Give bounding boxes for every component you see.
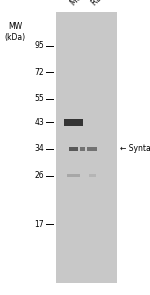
Text: Rat brain: Rat brain [90,0,122,7]
Text: 55: 55 [34,94,44,103]
Text: 17: 17 [35,220,44,229]
FancyBboxPatch shape [87,147,98,151]
FancyBboxPatch shape [67,174,80,177]
Text: MW
(kDa): MW (kDa) [4,22,26,42]
Text: 26: 26 [35,171,44,180]
Text: 43: 43 [34,118,44,127]
Text: 72: 72 [35,68,44,77]
Text: 95: 95 [34,41,44,50]
Text: ← Syntaxin 6: ← Syntaxin 6 [120,145,150,153]
FancyBboxPatch shape [88,174,96,177]
FancyBboxPatch shape [80,147,85,151]
Text: 34: 34 [34,145,44,153]
FancyBboxPatch shape [69,147,78,151]
Text: Mouse brain: Mouse brain [69,0,109,7]
FancyBboxPatch shape [64,119,83,126]
FancyBboxPatch shape [56,12,117,283]
